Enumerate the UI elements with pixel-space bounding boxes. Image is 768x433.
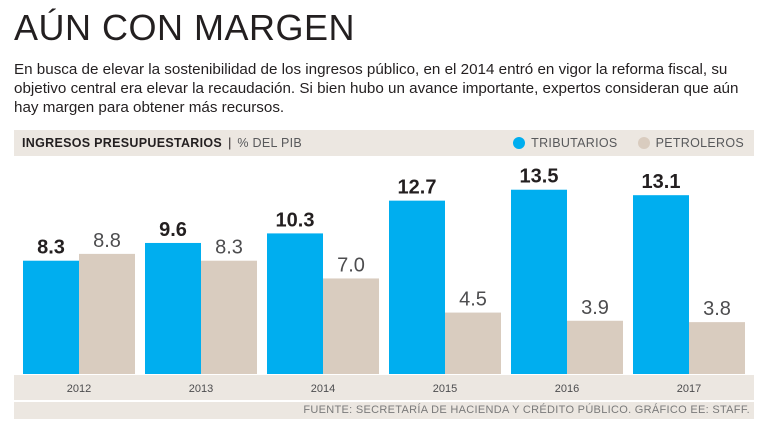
data-label-petroleros-2012: 8.8	[93, 230, 121, 252]
unit-label: % DEL PIB	[237, 136, 303, 150]
x-tick-label-2012: 2012	[67, 383, 91, 395]
source-footer: FUENTE: SECRETARÍA DE HACIENDA Y CRÉDITO…	[14, 402, 754, 419]
bar-petroleros-2016	[567, 320, 623, 374]
x-tick-label-2014: 2014	[311, 383, 335, 395]
data-label-tributarios-2016: 13.5	[520, 166, 559, 188]
bar-tributarios-2012	[23, 260, 79, 374]
series-group-label: INGRESOS PRESUPUESTARIOS	[22, 136, 223, 150]
data-label-tributarios-2015: 12.7	[398, 177, 437, 199]
chart-title: AÚN CON MARGEN	[14, 7, 356, 48]
legend-swatch-petroleros	[637, 137, 650, 149]
header-separator: |	[228, 136, 232, 150]
x-tick-label-2013: 2013	[189, 383, 213, 395]
chart-subtitle: En busca de elevar la sostenibilidad de …	[14, 61, 739, 116]
legend-swatch-tributarios	[513, 137, 526, 149]
x-axis-band	[14, 375, 754, 400]
legend: TRIBUTARIOS PETROLEROS	[493, 136, 744, 150]
x-tick-label-2016: 2016	[555, 383, 579, 395]
bar-tributarios-2015	[389, 200, 445, 374]
bar-tributarios-2014	[267, 233, 323, 374]
bar-tributarios-2016	[511, 189, 567, 374]
bar-tributarios-2013	[145, 242, 201, 374]
data-label-tributarios-2012: 8.3	[37, 237, 65, 259]
legend-label-petroleros: PETROLEROS	[655, 136, 744, 150]
data-label-petroleros-2017: 3.8	[703, 298, 731, 320]
bar-petroleros-2014	[323, 278, 379, 374]
data-label-tributarios-2014: 10.3	[276, 209, 315, 231]
data-label-petroleros-2016: 3.9	[581, 297, 609, 319]
data-label-petroleros-2014: 7.0	[337, 254, 365, 276]
data-label-tributarios-2017: 13.1	[642, 171, 681, 193]
chart-header-band: INGRESOS PRESUPUESTARIOS | % DEL PIB TRI…	[14, 130, 754, 156]
data-label-petroleros-2013: 8.3	[215, 237, 243, 259]
x-tick-label-2015: 2015	[433, 383, 457, 395]
data-label-petroleros-2015: 4.5	[459, 289, 487, 311]
bar-petroleros-2013	[201, 260, 257, 374]
legend-item-tributarios: TRIBUTARIOS	[513, 136, 617, 150]
data-label-tributarios-2013: 9.6	[159, 219, 187, 241]
legend-label-tributarios: TRIBUTARIOS	[531, 136, 618, 150]
bar-petroleros-2015	[445, 312, 501, 374]
bar-tributarios-2017	[633, 195, 689, 374]
legend-item-petroleros: PETROLEROS	[637, 136, 744, 150]
x-tick-label-2017: 2017	[677, 383, 701, 395]
bar-petroleros-2017	[689, 322, 745, 374]
bar-petroleros-2012	[79, 253, 135, 374]
